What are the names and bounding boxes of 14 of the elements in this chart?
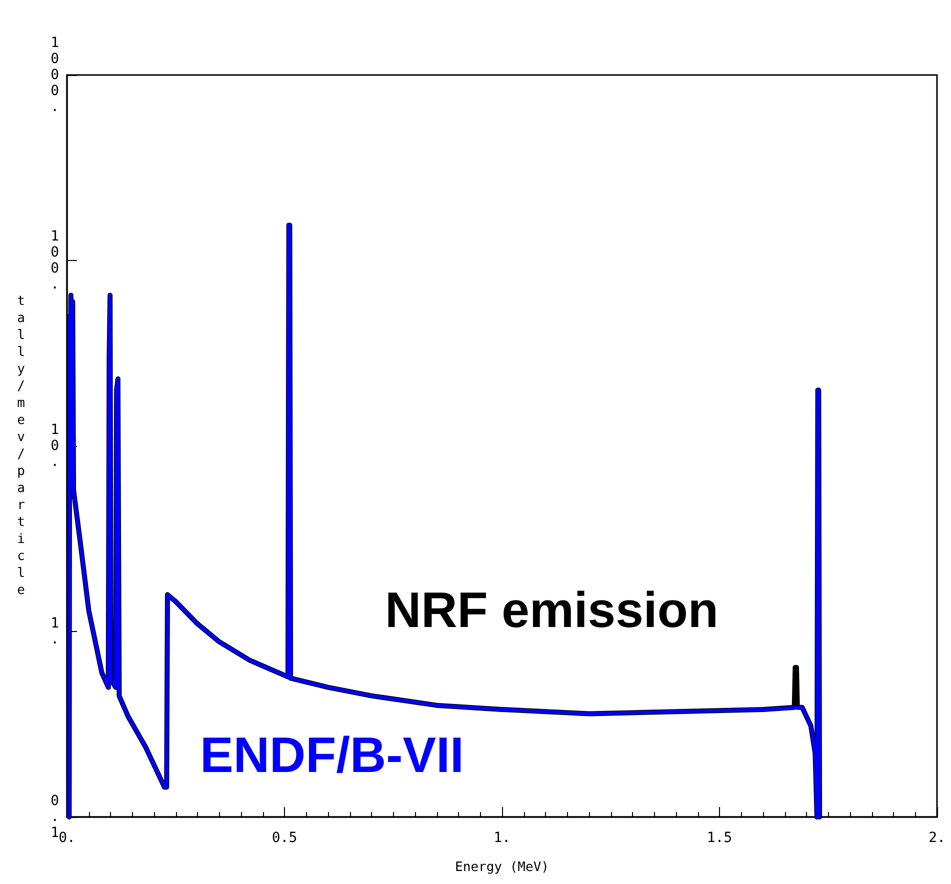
y-tick-label: 10. (50, 422, 59, 470)
text: tally/mev/particle (17, 294, 25, 598)
y-tick-label: 0.1 (50, 793, 59, 841)
y-tick-label: 1000. (50, 35, 59, 115)
x-tick-label: 2. (928, 830, 946, 846)
x-tick-label: 0.5 (272, 830, 298, 846)
series-label: ENDF/B-VII (200, 727, 464, 783)
x-axis-title: Energy (MeV) (455, 860, 549, 875)
x-tick-label: 0. (58, 830, 76, 846)
x-tick-label: 1. (494, 830, 510, 846)
y-tick-label: 100. (50, 228, 59, 292)
y-tick-label: 1. (50, 616, 59, 648)
x-tick-label: 1.5 (706, 830, 732, 846)
series-label: NRF emission (385, 582, 718, 638)
